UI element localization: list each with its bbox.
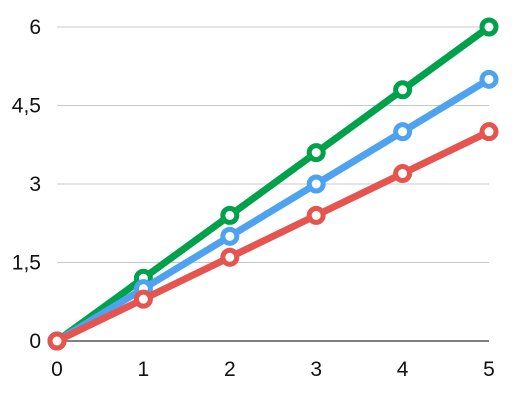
x-tick-label: 3 xyxy=(310,358,322,381)
x-tick-label: 4 xyxy=(397,358,409,381)
x-axis-ticks: 0 1 2 3 4 5 xyxy=(51,358,495,381)
series-line xyxy=(53,23,493,345)
data-point xyxy=(479,69,499,89)
y-tick-label: 0 xyxy=(29,330,41,353)
series-line xyxy=(53,75,493,345)
series-line xyxy=(53,128,493,345)
data-point xyxy=(479,122,499,142)
y-tick-label: 1,5 xyxy=(12,252,41,275)
data-point xyxy=(306,143,326,163)
data-point xyxy=(133,289,153,309)
gridlines xyxy=(57,26,489,263)
x-tick-label: 1 xyxy=(138,358,150,381)
data-point xyxy=(220,205,240,225)
series-3 xyxy=(47,122,499,351)
y-tick-label: 3 xyxy=(29,173,41,196)
data-point xyxy=(393,80,413,100)
data-point xyxy=(306,205,326,225)
data-point xyxy=(220,247,240,267)
series-group xyxy=(47,17,499,351)
y-tick-label: 6 xyxy=(29,16,41,39)
y-tick-label: 4,5 xyxy=(12,95,41,118)
y-axis-ticks: 0 1,5 3 4,5 6 xyxy=(12,16,41,353)
data-point xyxy=(393,164,413,184)
data-point xyxy=(393,122,413,142)
x-tick-label: 2 xyxy=(224,358,236,381)
data-point xyxy=(220,226,240,246)
data-point xyxy=(47,331,67,351)
x-tick-label: 0 xyxy=(51,358,63,381)
data-point xyxy=(306,174,326,194)
data-point xyxy=(479,17,499,37)
x-tick-label: 5 xyxy=(483,358,495,381)
series-2 xyxy=(47,69,499,351)
series-1 xyxy=(47,17,499,351)
